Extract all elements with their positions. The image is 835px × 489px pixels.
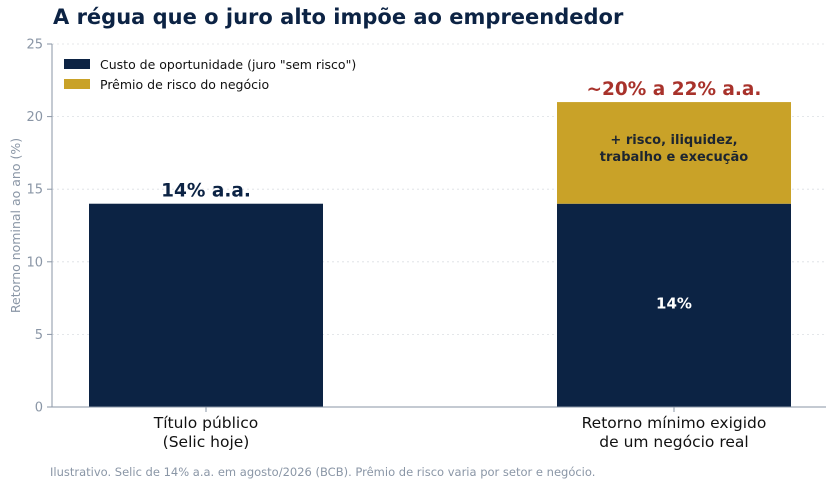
y-tick-label: 5: [35, 328, 43, 343]
bar2-premium-label: + risco, iliquidez, trabalho e execução: [600, 133, 748, 165]
y-tick-label: 0: [35, 401, 43, 416]
legend-swatch-navy: [64, 59, 90, 69]
text-line: (Selic hoje): [163, 433, 250, 451]
text-line: Título público: [153, 414, 259, 432]
legend: Custo de oportunidade (juro "sem risco")…: [64, 54, 356, 94]
legend-label-opportunity-cost: Custo de oportunidade (juro "sem risco"): [100, 56, 357, 72]
y-tick-label: 15: [26, 183, 43, 198]
y-tick-label: 25: [26, 38, 43, 53]
bar1-total-label: 14% a.a.: [161, 181, 251, 202]
chart-title: A régua que o juro alto impõe ao empreen…: [53, 5, 624, 29]
text-line: trabalho e execução: [600, 150, 748, 165]
x-tick-label: Retorno mínimo exigido de um negócio real: [582, 414, 767, 451]
bar-opportunity-cost: [89, 203, 323, 407]
bar-risk-premium: [557, 102, 791, 204]
data-labels: 14% a.a. ~20% a 22% a.a. 14% + risco, iliqu…: [161, 79, 761, 312]
y-tick-label: 10: [26, 255, 43, 270]
x-tick-label: Título público (Selic hoje): [153, 414, 259, 451]
axes: 0 5 10 15 20 25 Título público (Selic hoje) Reto…: [8, 38, 826, 451]
bar-opportunity-cost: [557, 203, 791, 407]
text-line: Retorno mínimo exigido: [582, 414, 767, 432]
footnote: Ilustrativo. Selic de 14% a.a. em agosto…: [50, 465, 596, 479]
legend-item-opportunity-cost: Custo de oportunidade (juro "sem risco"): [64, 54, 356, 74]
y-tick-label: 20: [26, 110, 43, 125]
legend-swatch-gold: [64, 79, 90, 89]
bar2-base-label: 14%: [656, 294, 692, 312]
bars: [89, 102, 791, 407]
bar2-range-label: ~20% a 22% a.a.: [587, 79, 762, 100]
text-line: + risco, iliquidez,: [610, 133, 737, 148]
legend-label-risk-premium: Prêmio de risco do negócio: [100, 76, 270, 92]
legend-item-risk-premium: Prêmio de risco do negócio: [64, 74, 356, 94]
text-line: de um negócio real: [599, 433, 748, 451]
y-axis-label: Retorno nominal ao ano (%): [8, 138, 23, 313]
